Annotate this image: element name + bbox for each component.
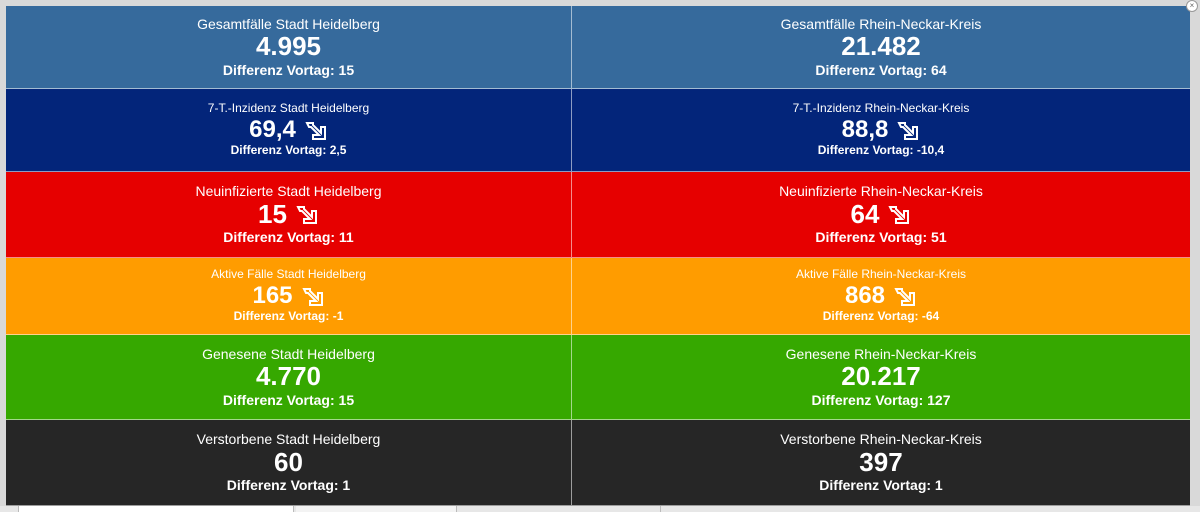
- down-arrow-icon: [301, 284, 325, 308]
- tile-active-cases-heidelberg[interactable]: Aktive Fälle Stadt Heidelberg 165 Differ…: [6, 258, 572, 335]
- tile-title: Aktive Fälle Stadt Heidelberg: [211, 267, 366, 282]
- tile-diff: Differenz Vortag: 11: [223, 229, 354, 246]
- tile-value-row: 4.995: [255, 31, 322, 62]
- tile-title: Gesamtfälle Rhein-Neckar-Kreis: [780, 15, 982, 32]
- tile-value-row: 397: [859, 446, 903, 478]
- tile-value: 15: [258, 198, 287, 229]
- tile-value: 397: [859, 446, 903, 477]
- tile-title: Genesene Rhein-Neckar-Kreis: [785, 345, 977, 362]
- tile-value: 69,4: [249, 116, 296, 144]
- tile-title: Neuinfizierte Rhein-Neckar-Kreis: [779, 183, 983, 200]
- tile-incidence-heidelberg[interactable]: 7-T.-Inzidenz Stadt Heidelberg 69,4 Diff…: [6, 89, 572, 172]
- tile-title: 7-T.-Inzidenz Rhein-Neckar-Kreis: [792, 101, 970, 116]
- bottom-divider: [660, 506, 661, 512]
- up-arrow-icon: [887, 202, 911, 226]
- tile-value-row: 69,4: [249, 116, 328, 144]
- tile-total-cases-rnk[interactable]: Gesamtfälle Rhein-Neckar-Kreis 21.482 Di…: [572, 6, 1190, 89]
- tile-value: 4.995: [255, 31, 322, 62]
- tile-value: 4.770: [255, 361, 322, 392]
- tile-diff: Differenz Vortag: 15: [222, 391, 355, 408]
- bottom-tab[interactable]: [18, 506, 294, 512]
- tile-value-row: 64: [850, 198, 912, 230]
- tile-title: Neuinfizierte Stadt Heidelberg: [195, 183, 382, 200]
- tile-new-infections-heidelberg[interactable]: Neuinfizierte Stadt Heidelberg 15 Differ…: [6, 172, 572, 258]
- tile-value: 21.482: [841, 31, 921, 62]
- tile-value-row: 868: [845, 282, 917, 310]
- tile-value-row: 165: [252, 282, 324, 310]
- tile-diff: Differenz Vortag: 1: [819, 477, 943, 494]
- tile-diff: Differenz Vortag: 15: [222, 61, 355, 78]
- tile-value: 88,8: [841, 116, 889, 144]
- tile-title: Verstorbene Rhein-Neckar-Kreis: [780, 431, 982, 448]
- tile-value: 868: [844, 282, 886, 310]
- tile-title: Aktive Fälle Rhein-Neckar-Kreis: [795, 267, 967, 282]
- tile-value-row: 21.482: [841, 31, 921, 62]
- tile-diff: Differenz Vortag: 51: [815, 229, 947, 246]
- tile-active-cases-rnk[interactable]: Aktive Fälle Rhein-Neckar-Kreis 868 Diff…: [572, 258, 1190, 335]
- tile-new-infections-rnk[interactable]: Neuinfizierte Rhein-Neckar-Kreis 64 Diff…: [572, 172, 1190, 258]
- tile-value: 64: [850, 198, 880, 229]
- tile-title: Gesamtfälle Stadt Heidelberg: [197, 15, 380, 32]
- tile-value: 20.217: [841, 361, 921, 392]
- tile-incidence-rnk[interactable]: 7-T.-Inzidenz Rhein-Neckar-Kreis 88,8 Di…: [572, 89, 1190, 172]
- up-arrow-icon: [295, 202, 319, 226]
- tile-diff: Differenz Vortag: 2,5: [230, 142, 347, 157]
- bottom-tab[interactable]: [296, 506, 457, 512]
- tile-diff: Differenz Vortag: -64: [822, 308, 940, 323]
- tile-diff: Differenz Vortag: 1: [226, 477, 351, 494]
- tile-value: 165: [252, 282, 293, 310]
- tile-diff: Differenz Vortag: 64: [815, 61, 947, 78]
- tile-recovered-heidelberg[interactable]: Genesene Stadt Heidelberg 4.770 Differen…: [6, 335, 572, 420]
- tile-title: Genesene Stadt Heidelberg: [202, 345, 375, 362]
- bottom-tab-strip: [0, 506, 1200, 512]
- up-arrow-icon: [304, 118, 328, 142]
- tile-value: 60: [274, 446, 303, 477]
- covid-dashboard: Gesamtfälle Stadt Heidelberg 4.995 Diffe…: [6, 6, 1190, 506]
- tile-value-row: 4.770: [255, 361, 322, 392]
- tile-diff: Differenz Vortag: -1: [233, 308, 344, 323]
- tile-total-cases-heidelberg[interactable]: Gesamtfälle Stadt Heidelberg 4.995 Diffe…: [6, 6, 572, 89]
- down-arrow-icon: [893, 284, 917, 308]
- tile-recovered-rnk[interactable]: Genesene Rhein-Neckar-Kreis 20.217 Diffe…: [572, 335, 1190, 420]
- tile-diff: Differenz Vortag: -10,4: [817, 142, 945, 157]
- tile-title: 7-T.-Inzidenz Stadt Heidelberg: [207, 101, 370, 116]
- tile-value-row: 88,8: [842, 116, 921, 144]
- tile-value-row: 20.217: [841, 361, 921, 392]
- tile-value-row: 60: [274, 446, 303, 478]
- down-arrow-icon: [896, 118, 920, 142]
- close-icon[interactable]: ×: [1186, 0, 1198, 12]
- tile-diff: Differenz Vortag: 127: [811, 391, 951, 408]
- tile-value-row: 15: [258, 198, 319, 230]
- tile-deaths-rnk[interactable]: Verstorbene Rhein-Neckar-Kreis 397 Diffe…: [572, 420, 1190, 506]
- tile-title: Verstorbene Stadt Heidelberg: [196, 431, 381, 448]
- tile-deaths-heidelberg[interactable]: Verstorbene Stadt Heidelberg 60 Differen…: [6, 420, 572, 506]
